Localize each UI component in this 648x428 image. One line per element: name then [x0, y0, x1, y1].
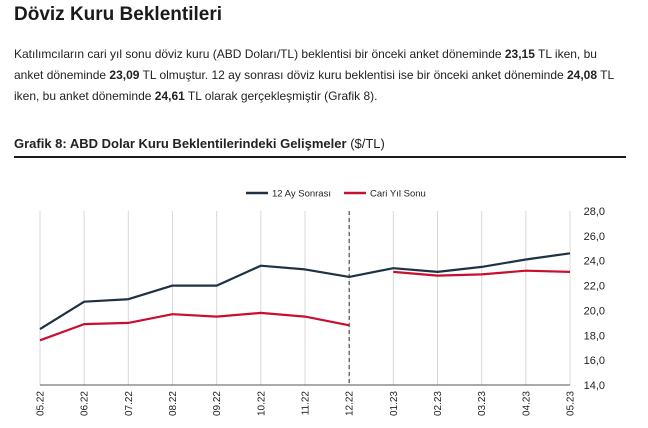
x-tick-label: 08.22 [168, 391, 179, 416]
x-tick-label: 05.23 [566, 391, 577, 416]
current-12m-value: 24,61 [154, 89, 185, 103]
legend-label: 12 Ay Sonrası [272, 189, 331, 200]
legend-label: Cari Yıl Sonu [370, 189, 426, 200]
chart-grid [39, 211, 571, 385]
x-tick-label: 06.22 [80, 391, 91, 416]
x-tick-label: 04.23 [521, 391, 532, 416]
chart-legend: 12 Ay Sonrası Cari Yıl Sonu [246, 189, 426, 200]
x-tick-label: 05.22 [36, 391, 47, 416]
y-tick-label: 16,0 [584, 355, 605, 367]
paragraph-text-1: Katılımcıların cari yıl sonu döviz kuru … [14, 47, 505, 61]
prev-year-end-value: 23,15 [504, 47, 535, 61]
x-tick-label: 10.22 [256, 391, 267, 416]
chart-lines [39, 252, 571, 342]
paragraph-text-3: TL olmuştur. 12 ay sonrası döviz kuru be… [139, 68, 567, 82]
x-tick-label: 03.23 [477, 391, 488, 416]
y-tick-label: 20,0 [584, 305, 605, 317]
paragraph-text-5: TL olarak gerçekleşmiştir (Grafik 8). [184, 89, 378, 103]
x-tick-label: 11.22 [301, 391, 312, 416]
paragraph-text-2: TL iken, bu anket döneminde [14, 47, 597, 82]
chart-heading: Grafik 8: ABD Dolar Kuru Beklentilerinde… [14, 136, 626, 158]
summary-paragraph: Katılımcıların cari yıl sonu döviz kuru … [14, 44, 626, 107]
series-12-month-line [39, 252, 571, 331]
current-year-end-value: 23,09 [109, 68, 140, 82]
x-tick-label: 01.23 [389, 391, 400, 416]
chart-heading-title: Grafik 8: ABD Dolar Kuru Beklentilerinde… [14, 136, 347, 151]
y-tick-label: 18,0 [584, 330, 605, 342]
chart-axes: 05.22 06.22 07.22 08.22 09.22 10.22 11.22 12.22… [36, 206, 606, 416]
series-year-end-line [39, 311, 350, 342]
y-tick-label: 22,0 [584, 281, 605, 293]
y-tick-label: 14,0 [584, 380, 605, 392]
x-tick-label: 12.22 [345, 391, 356, 416]
y-tick-label: 28,0 [584, 206, 605, 218]
y-tick-label: 24,0 [584, 256, 605, 268]
prev-12m-value: 24,08 [567, 68, 598, 82]
x-tick-label: 02.23 [433, 391, 444, 416]
x-tick-label: 07.22 [124, 391, 135, 416]
chart-heading-unit: ($/TL) [346, 136, 385, 151]
paragraph-text-4: TL iken, bu anket döneminde [14, 68, 614, 103]
page-title: Döviz Kuru Beklentileri [14, 4, 222, 25]
y-tick-label: 26,0 [584, 231, 605, 243]
series-year-end-line-after-break [393, 269, 571, 277]
x-tick-label: 09.22 [212, 391, 223, 416]
